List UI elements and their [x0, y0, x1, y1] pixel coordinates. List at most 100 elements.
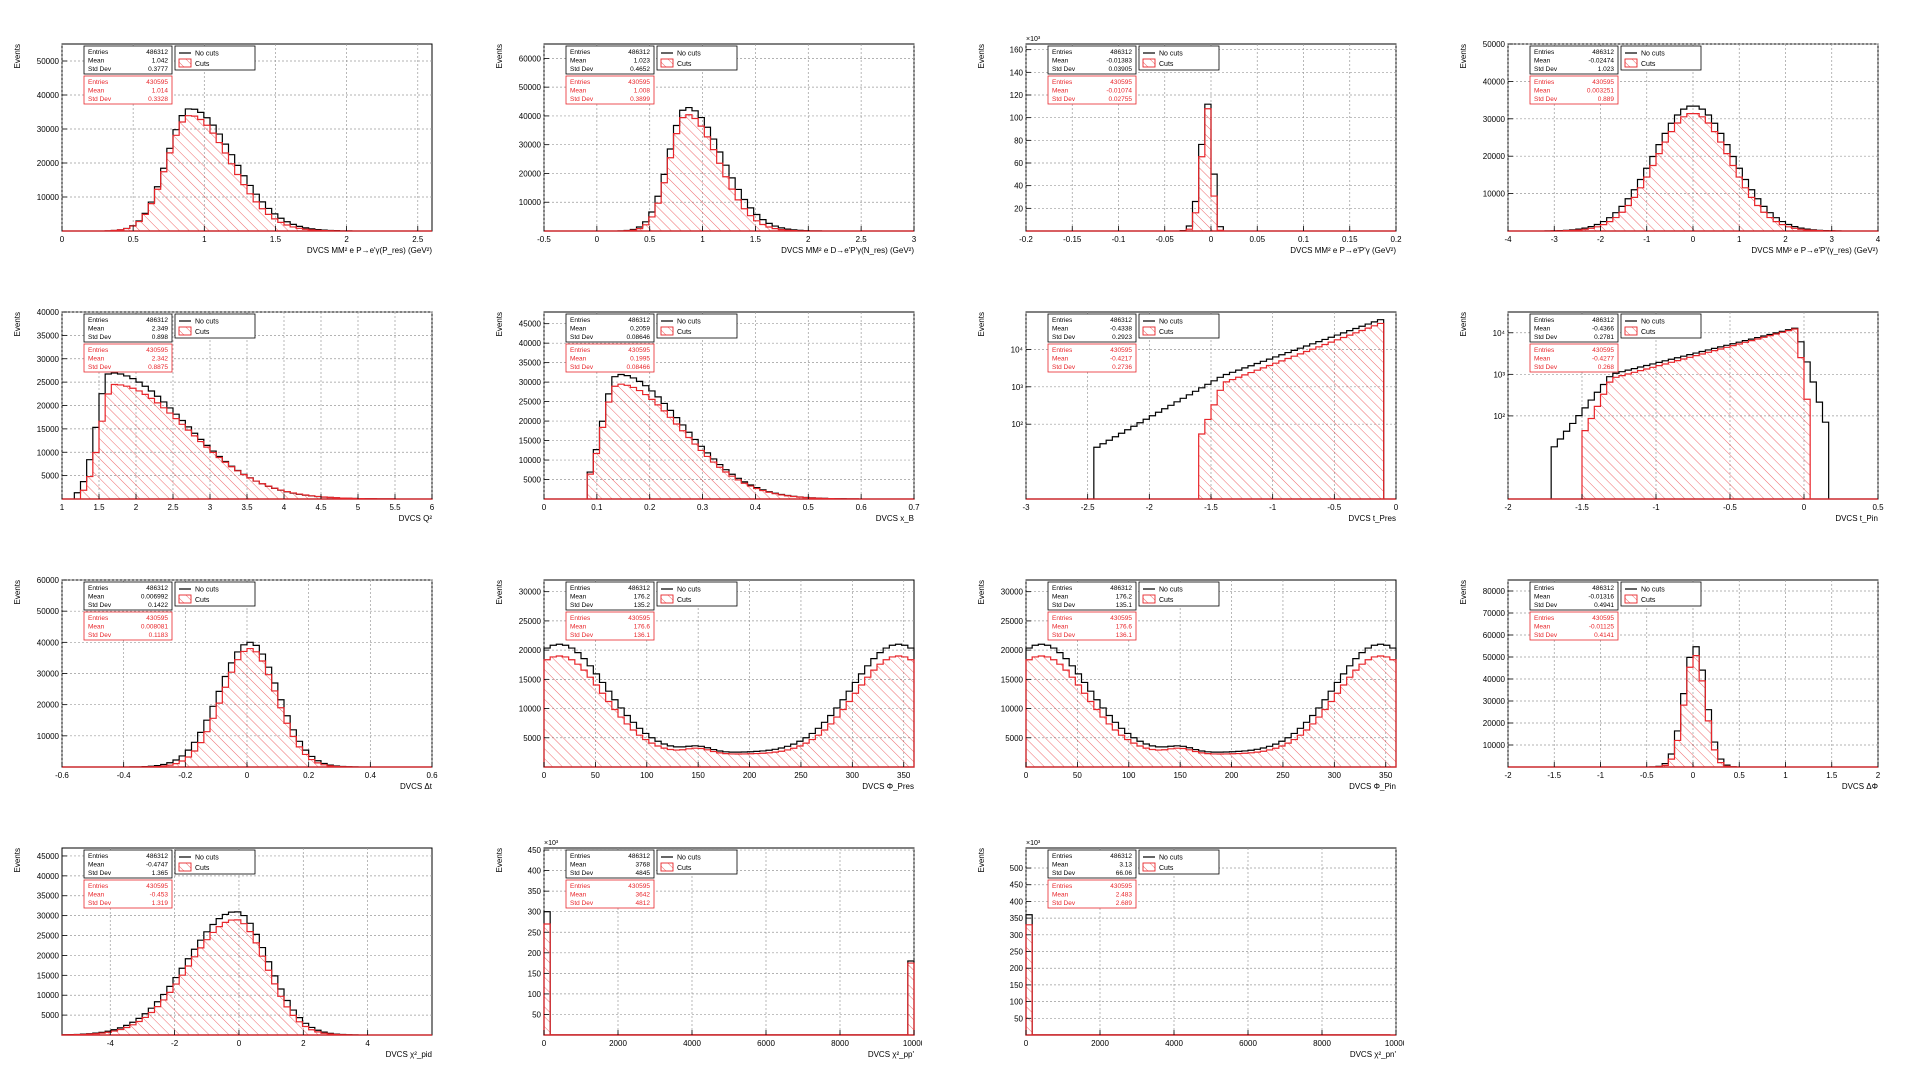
legend-cuts-swatch	[179, 595, 191, 603]
x-tick-label: 0.6	[856, 503, 868, 512]
legend-cuts-swatch	[179, 327, 191, 335]
stats-box-cuts: Entries 430595Mean 176.6Std Dev 136.1	[566, 612, 654, 640]
y-tick-label: 300	[528, 908, 542, 917]
stats-label: Std Dev	[88, 632, 112, 639]
x-tick-label: 350	[1379, 771, 1393, 780]
histogram-panel-tpi: -2 -1.5 -1 -0.5 0 0.5 10² 10³ 10⁴ DVCS t_Pin Event…	[1446, 290, 1886, 550]
histogram-panel-phi_pin: 0 50 100 150 200 250 300 350 5000 10000 15000 20000…	[964, 558, 1404, 818]
stats-value: 486312	[628, 853, 650, 860]
stats-value: -0.4338	[1110, 326, 1132, 333]
y-tick-label: 450	[528, 846, 542, 855]
stats-value: 2.689	[1116, 900, 1133, 907]
stats-box-cuts: Entries 430595Mean -0.453Std Dev 1.319	[84, 880, 172, 908]
x-tick-label: 150	[1173, 771, 1187, 780]
x-tick-label: 0.6	[426, 771, 438, 780]
x-tick-label: -1	[1643, 235, 1651, 244]
y-tick-label: 20000	[519, 417, 542, 426]
y-tick-label: 50000	[37, 607, 60, 616]
x-tick-label: -3	[1022, 503, 1030, 512]
x-axis-title: DVCS MM² e P→e'P'(γ_res) (GeV²)	[1751, 246, 1878, 255]
legend: No cuts Cuts	[657, 582, 737, 606]
stats-label: Std Dev	[88, 364, 112, 371]
stats-box-cuts: Entries 430595Mean -0.01074Std Dev 0.02755	[1048, 76, 1136, 104]
x-tick-label: 0.3	[697, 503, 709, 512]
stats-value: 0.02755	[1109, 96, 1133, 103]
legend-nocuts-label: No cuts	[195, 855, 219, 862]
stats-label: Std Dev	[88, 870, 112, 877]
x-tick-label: -0.4	[117, 771, 131, 780]
histogram-panel-dt: -0.6 -0.4 -0.2 0 0.2 0.4 0.6 10000 20000 30000 400…	[0, 558, 440, 818]
stats-value: 1.023	[634, 58, 651, 65]
x-axis-title: DVCS ΔΦ	[1842, 782, 1878, 791]
x-tick-label: 0	[1691, 771, 1696, 780]
x-tick-label: 0	[237, 1039, 242, 1048]
legend-cuts-swatch	[1625, 327, 1637, 335]
y-tick-label: 250	[1010, 948, 1024, 957]
histogram-panel-mm_p: 0 0.5 1 1.5 2 2.5 10000 20000 30000 40000 50000 DVC…	[0, 22, 440, 282]
stats-label: Entries	[1534, 79, 1555, 86]
x-tick-label: 0.5	[1734, 771, 1746, 780]
legend-nocuts-label: No cuts	[1641, 587, 1665, 594]
stats-value: 2.342	[152, 356, 169, 363]
chart-dphi: -2 -1.5 -1 -0.5 0 0.5 1 1.5 2 10000 20000 30000 4000…	[1446, 558, 1886, 813]
x-tick-label: -0.2	[178, 771, 192, 780]
stats-label: Entries	[88, 883, 109, 890]
stats-box-nocuts: Entries 486312Mean -0.01383Std Dev 0.03905	[1048, 46, 1136, 74]
stats-label: Entries	[88, 585, 109, 592]
stats-label: Mean	[570, 58, 587, 65]
stats-box-nocuts: Entries 486312Mean -0.4747Std Dev 1.365	[84, 850, 172, 878]
x-tick-label: 8000	[831, 1039, 849, 1048]
stats-value: 0.08646	[627, 334, 651, 341]
x-tick-label: 5	[356, 503, 361, 512]
y-tick-label: 40	[1014, 182, 1023, 191]
legend-nocuts-label: No cuts	[677, 855, 701, 862]
x-tick-label: -0.1	[1112, 235, 1126, 244]
y-tick-label: 20000	[1483, 719, 1506, 728]
y-tick-label: 450	[1010, 881, 1024, 890]
y-tick-label: 35000	[37, 892, 60, 901]
stats-value: 0.4141	[1594, 632, 1614, 639]
stats-label: Mean	[1052, 88, 1069, 95]
stats-box-nocuts: Entries 486312Mean 3768Std Dev 4845	[566, 850, 654, 878]
y-axis-title: Events	[1459, 44, 1468, 68]
stats-value: 430595	[146, 79, 168, 86]
y-tick-label: 40000	[1483, 77, 1506, 86]
y-tick-label: 10000	[37, 991, 60, 1000]
y-axis-title: Events	[977, 848, 986, 872]
stats-value: 136.1	[1116, 632, 1133, 639]
y-tick-label: 100	[1010, 114, 1024, 123]
stats-value: 430595	[1110, 347, 1132, 354]
y-exponent: ×10³	[1026, 840, 1041, 847]
y-tick-label: 400	[528, 867, 542, 876]
x-tick-label: 100	[640, 771, 654, 780]
y-axis-title: Events	[13, 580, 22, 604]
y-tick-label: 400	[1010, 897, 1024, 906]
stats-value: 0.1995	[630, 356, 650, 363]
y-exponent: ×10³	[1026, 36, 1041, 43]
stats-value: -0.01383	[1106, 58, 1132, 65]
stats-label: Entries	[570, 317, 591, 324]
legend: No cuts Cuts	[657, 314, 737, 338]
y-tick-label: 350	[1010, 914, 1024, 923]
legend-cuts-swatch	[179, 863, 191, 871]
x-tick-label: -2	[171, 1039, 179, 1048]
y-tick-label: 10⁴	[1493, 329, 1506, 338]
x-tick-label: 300	[846, 771, 860, 780]
stats-value: 176.6	[1116, 624, 1133, 631]
x-tick-label: 1.5	[1826, 771, 1838, 780]
stats-value: 0.4652	[630, 66, 650, 73]
legend: No cuts Cuts	[1621, 314, 1701, 338]
y-tick-label: 30000	[519, 378, 542, 387]
stats-value: 0.08466	[627, 364, 651, 371]
y-tick-label: 160	[1010, 46, 1024, 55]
y-tick-label: 45000	[37, 852, 60, 861]
legend-cuts-swatch	[1143, 327, 1155, 335]
y-tick-label: 200	[1010, 964, 1024, 973]
x-tick-label: 300	[1328, 771, 1342, 780]
legend-cuts-swatch	[1143, 863, 1155, 871]
histogram-panel-chi_pn: 0 2000 4000 6000 8000 10000 50 100 150 200 250 300 3…	[964, 826, 1404, 1086]
y-tick-label: 15000	[1001, 675, 1024, 684]
x-axis-title: DVCS Φ_Pres	[862, 782, 914, 791]
y-tick-label: 30000	[1483, 115, 1506, 124]
stats-label: Std Dev	[570, 870, 594, 877]
